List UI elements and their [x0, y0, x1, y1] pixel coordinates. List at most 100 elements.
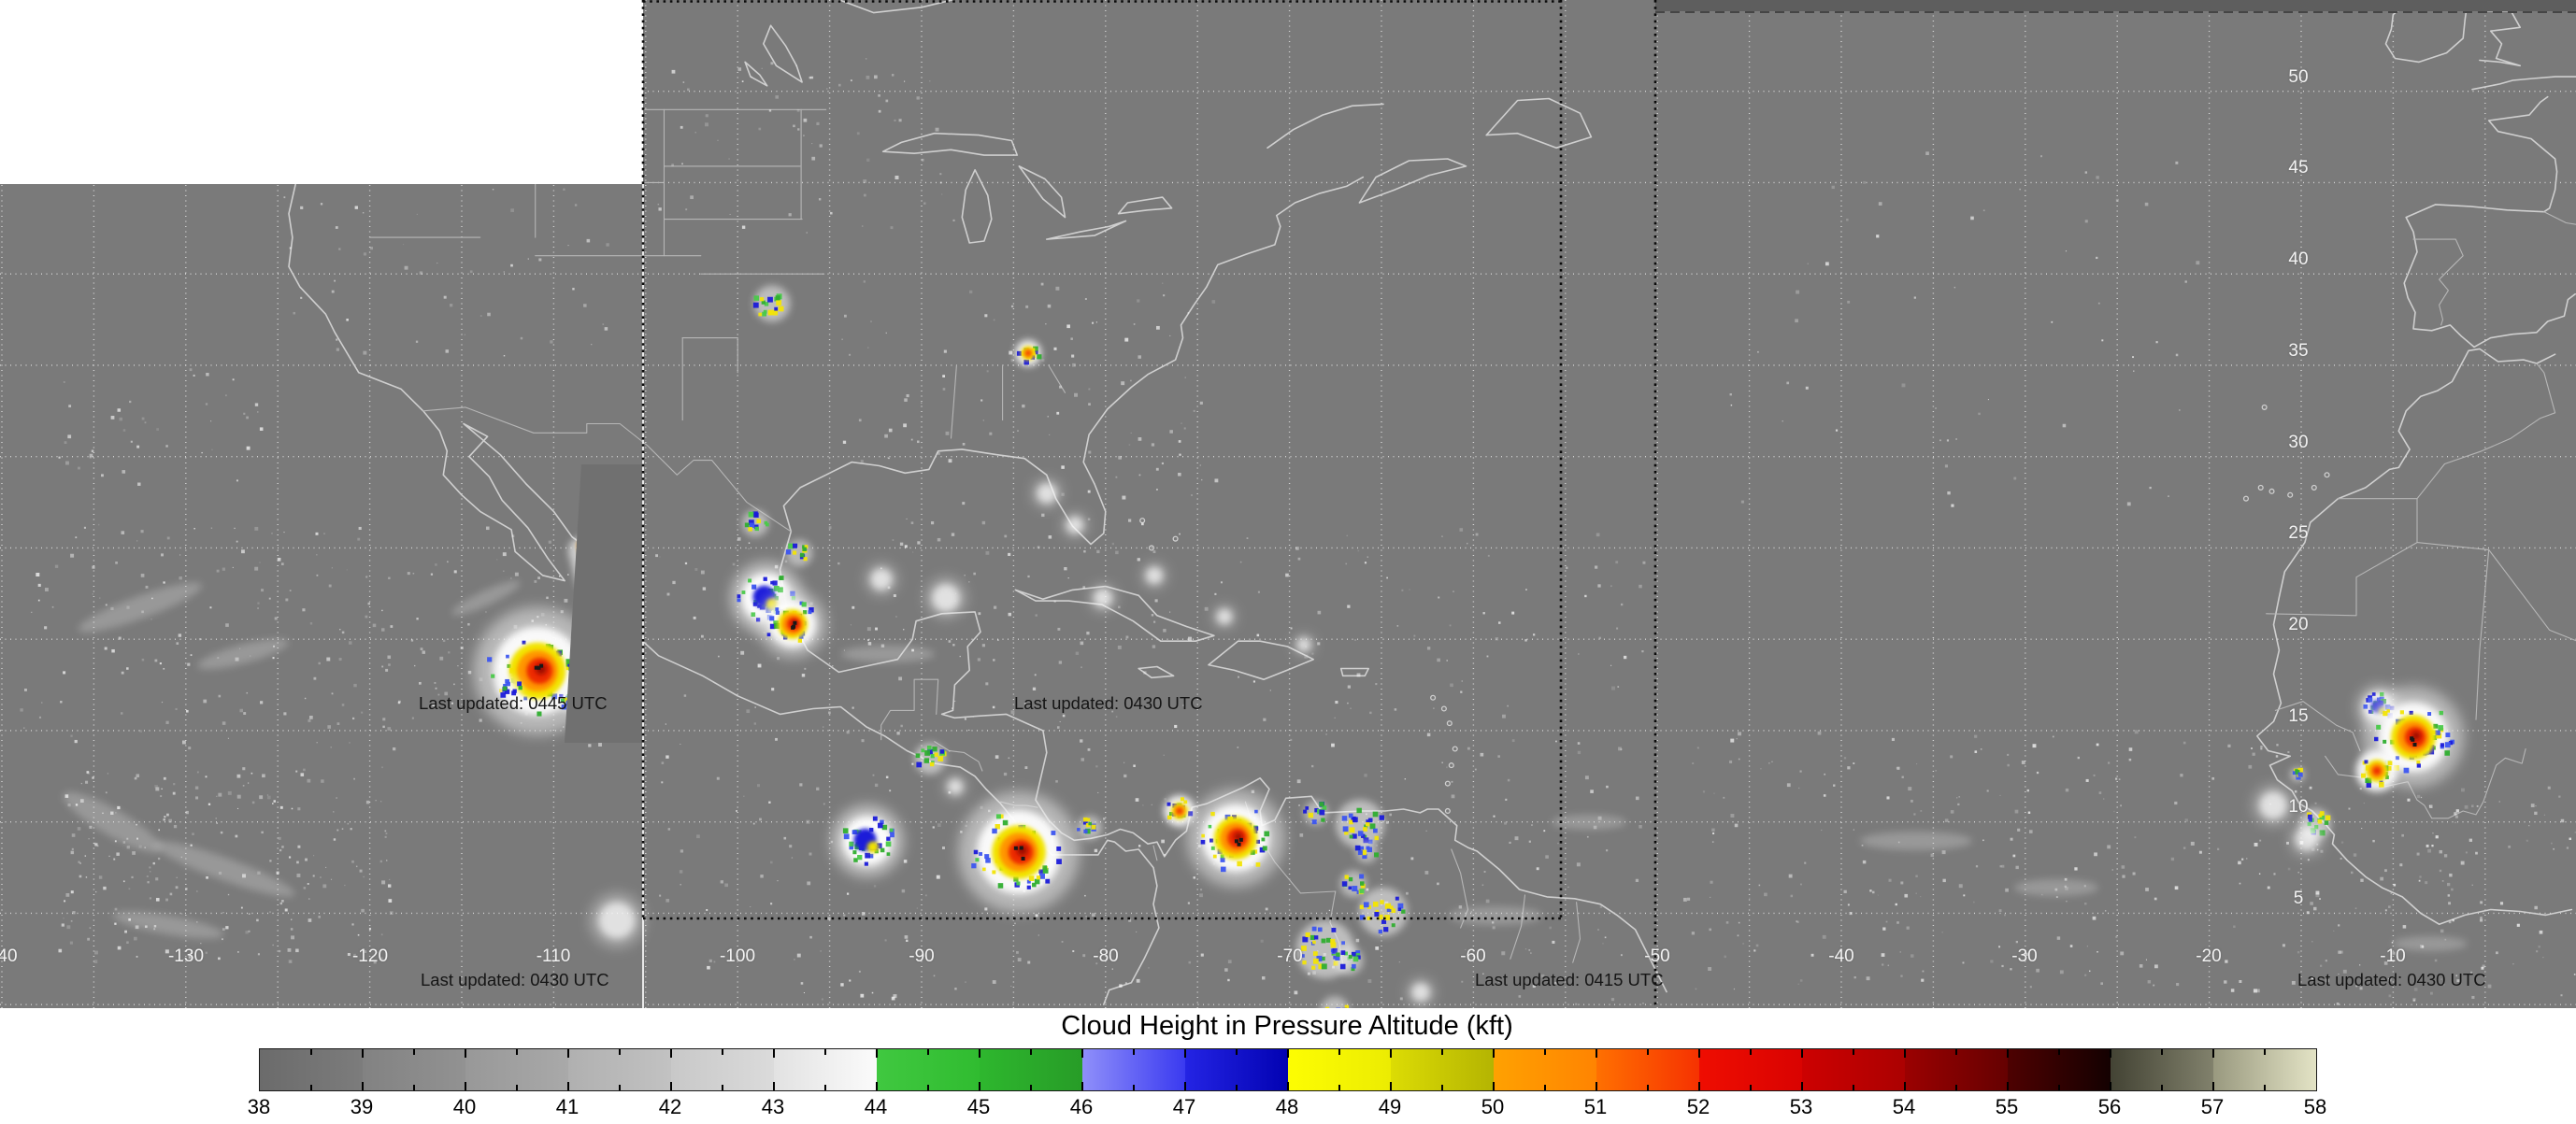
colorbar-tick — [1750, 1085, 1752, 1090]
colorbar-tick — [670, 1082, 672, 1090]
colorbar-tick — [1493, 1049, 1495, 1058]
colorbar-tick — [465, 1082, 466, 1090]
latlon-gridlines — [0, 0, 2576, 1008]
colorbar-tick-label: 51 — [1583, 1095, 1608, 1118]
panel-overlays — [0, 0, 2576, 1008]
last-updated-stamp: Last updated: 0430 UTC — [421, 970, 609, 989]
lat-axis-label: 20 — [2288, 615, 2309, 634]
chart-title: Cloud Height in Pressure Altitude (kft) — [1061, 1011, 1513, 1041]
colorbar-tick — [2212, 1082, 2214, 1090]
colorbar-tick — [1390, 1082, 1392, 1090]
colorbar-tick — [722, 1049, 723, 1055]
colorbar-tick — [1904, 1049, 1906, 1058]
colorbar-tick — [1338, 1049, 1340, 1055]
lat-axis-label: 25 — [2288, 523, 2309, 543]
colorbar-tick-label: 42 — [658, 1095, 682, 1118]
colorbar-tick — [722, 1085, 723, 1090]
lon-axis-label: -40 — [1828, 946, 1854, 966]
political-borders — [314, 108, 2576, 965]
colorbar-tick — [1081, 1082, 1083, 1090]
colorbar-tick — [1390, 1049, 1392, 1058]
lon-axis-label: -90 — [909, 946, 935, 966]
lon-axis-label: -80 — [1093, 946, 1119, 966]
colorbar-tick — [2264, 1049, 2266, 1055]
colorbar-tick — [1236, 1085, 1238, 1090]
colorbar-tick — [1596, 1049, 1597, 1058]
colorbar-tick — [1287, 1082, 1289, 1090]
colorbar-tick — [413, 1085, 415, 1090]
colorbar-tick — [1030, 1049, 1032, 1055]
colorbar-tick — [310, 1085, 312, 1090]
colorbar-tick — [2007, 1049, 2009, 1058]
colorbar-tick — [1184, 1049, 1186, 1058]
colorbar — [259, 1048, 2317, 1091]
colorbar-tick — [1801, 1082, 1803, 1090]
colorbar-tick — [1698, 1082, 1700, 1090]
lat-axis-label: 45 — [2288, 158, 2309, 178]
colorbar-tick — [773, 1049, 775, 1058]
colorbar-tick — [1698, 1049, 1700, 1058]
colorbar-tick — [1133, 1049, 1135, 1055]
colorbar-tick — [876, 1049, 878, 1058]
colorbar-tick-label: 57 — [2200, 1095, 2225, 1118]
colorbar-tick-label: 50 — [1481, 1095, 1505, 1118]
colorbar-tick-label: 43 — [761, 1095, 785, 1118]
colorbar-tick-label: 49 — [1378, 1095, 1402, 1118]
colorbar-tick-label: 39 — [350, 1095, 374, 1118]
lon-axis-label: -20 — [2196, 946, 2222, 966]
colorbar-tick-label: 38 — [247, 1095, 271, 1118]
colorbar-tick — [927, 1085, 929, 1090]
colorbar-tick-label: 58 — [2303, 1095, 2327, 1118]
colorbar-tick-label: 46 — [1069, 1095, 1094, 1118]
colorbar-tick — [824, 1049, 826, 1055]
colorbar-tick — [1750, 1049, 1752, 1055]
lat-axis-label: 40 — [2288, 249, 2309, 269]
colorbar-tick — [927, 1049, 929, 1055]
colorbar-tick — [2058, 1049, 2060, 1055]
colorbar-tick — [516, 1085, 518, 1090]
lon-axis-label: -100 — [719, 946, 756, 966]
colorbar-tick — [1287, 1049, 1289, 1058]
colorbar-tick — [2161, 1049, 2163, 1055]
lat-axis-label: 50 — [2288, 67, 2309, 87]
colorbar-tick — [1441, 1085, 1443, 1090]
colorbar-tick — [1236, 1049, 1238, 1055]
colorbar-tick — [567, 1049, 569, 1058]
colorbar-tick-label: 45 — [966, 1095, 991, 1118]
cloud-field — [20, 58, 2576, 1008]
lon-axis-label: 40 — [0, 946, 18, 966]
colorbar-tick — [619, 1049, 621, 1055]
last-updated-stamp: Last updated: 0415 UTC — [1475, 970, 1664, 989]
lon-axis-label: -130 — [167, 946, 205, 966]
lat-axis-label: 5 — [2293, 889, 2304, 908]
colorbar-tick — [2161, 1085, 2163, 1090]
colorbar-tick — [1955, 1049, 1957, 1055]
colorbar-tick — [1596, 1082, 1597, 1090]
colorbar-tick — [2058, 1085, 2060, 1090]
colorbar-tick — [2110, 1082, 2111, 1090]
colorbar-tick-label: 56 — [2097, 1095, 2122, 1118]
colorbar-tick — [979, 1082, 980, 1090]
colorbar-tick — [773, 1082, 775, 1090]
colorbar-tick — [1184, 1082, 1186, 1090]
colorbar-tick-label: 47 — [1172, 1095, 1196, 1118]
colorbar-tick — [362, 1049, 364, 1058]
colorbar-tick — [1338, 1085, 1340, 1090]
colorbar-tick-label: 41 — [555, 1095, 580, 1118]
colorbar-tick — [1081, 1049, 1083, 1058]
lon-axis-label: -50 — [1644, 946, 1670, 966]
colorbar-tick — [1133, 1085, 1135, 1090]
colorbar-tick — [2007, 1082, 2009, 1090]
colorbar-tick — [567, 1082, 569, 1090]
colorbar-tick — [2264, 1085, 2266, 1090]
colorbar-tick — [1493, 1082, 1495, 1090]
lat-axis-label: 10 — [2288, 797, 2309, 817]
colorbar-tick — [1955, 1085, 1957, 1090]
last-updated-stamp: Last updated: 0430 UTC — [2297, 970, 2486, 989]
colorbar-tick — [824, 1085, 826, 1090]
colorbar-tick-label: 40 — [452, 1095, 477, 1118]
map-canvas — [0, 0, 2576, 1008]
colorbar-tick — [1647, 1085, 1649, 1090]
colorbar-tick — [516, 1049, 518, 1055]
